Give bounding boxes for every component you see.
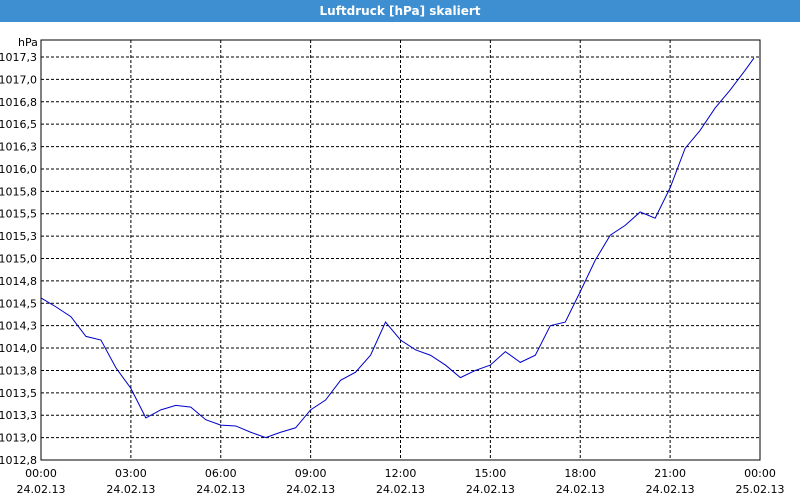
y-tick-label: 1015,3 xyxy=(0,230,37,243)
y-tick-label: 1017,3 xyxy=(0,51,37,64)
y-tick-label: 1014,0 xyxy=(0,342,37,355)
x-tick-label: 03:00 24.02.13 xyxy=(106,467,155,496)
x-tick-label: 21:00 24.02.13 xyxy=(646,467,695,496)
y-tick-label: 1015,0 xyxy=(0,253,37,266)
y-tick-label: 1014,3 xyxy=(0,320,37,333)
y-tick-label: 1013,8 xyxy=(0,364,37,377)
y-tick-label: 1016,8 xyxy=(0,96,37,109)
y-tick-label: 1016,0 xyxy=(0,163,37,176)
y-tick-label: 1017,0 xyxy=(0,73,37,86)
plot-border xyxy=(40,39,761,461)
x-tick-label: 12:00 24.02.13 xyxy=(376,467,425,496)
y-tick-label: 1013,3 xyxy=(0,409,37,422)
x-tick-label: 18:00 24.02.13 xyxy=(556,467,605,496)
x-tick-label: 15:00 24.02.13 xyxy=(466,467,515,496)
y-tick-label: 1015,5 xyxy=(0,208,37,221)
chart: hPa 1012,8 1013,0 1013,3 1013,5 1013,8 1014,0… xyxy=(0,36,785,496)
y-tick-label: 1014,8 xyxy=(0,275,37,288)
x-tick-label: 06:00 24.02.13 xyxy=(196,467,245,496)
data-line xyxy=(40,57,755,439)
y-tick-label: 1016,3 xyxy=(0,141,37,154)
y-tick-label: 1015,8 xyxy=(0,185,37,198)
y-tick-label: 1013,5 xyxy=(0,387,37,400)
y-tick-label: 1013,0 xyxy=(0,432,37,445)
x-tick-label: 00:00 25.02.13 xyxy=(736,467,785,496)
title-bar: Luftdruck [hPa] skaliert xyxy=(0,0,800,22)
y-axis-label: hPa xyxy=(18,36,38,49)
y-tick-label: 1016,5 xyxy=(0,118,37,131)
x-tick-label: 09:00 24.02.13 xyxy=(286,467,335,496)
y-tick-label: 1012,8 xyxy=(0,454,37,467)
y-tick-label: 1014,5 xyxy=(0,297,37,310)
x-tick-label: 00:00 24.02.13 xyxy=(17,467,66,496)
